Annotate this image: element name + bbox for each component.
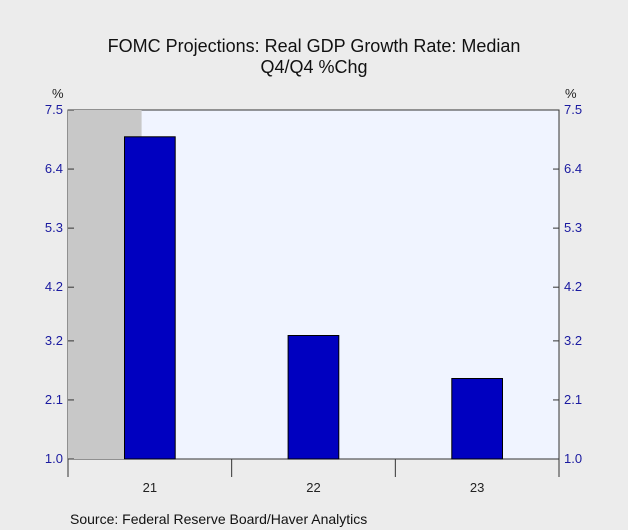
x-tick-label-22: 22 <box>306 480 320 495</box>
x-axis-ticks: 21 22 23 <box>67 459 560 495</box>
chart-title-line-1: FOMC Projections: Real GDP Growth Rate: … <box>108 36 521 56</box>
y-tick-label-right: 1.0 <box>564 451 582 466</box>
source-note: Source: Federal Reserve Board/Haver Anal… <box>70 511 367 527</box>
bar-22 <box>287 335 340 460</box>
y-tick-label-right: 6.4 <box>564 161 582 176</box>
x-tick-label-21: 21 <box>143 480 157 495</box>
bar-21 <box>124 136 176 460</box>
y-tick-label-left: 6.4 <box>45 161 63 176</box>
x-tick-label-23: 23 <box>470 480 484 495</box>
y-tick-label-left: 5.3 <box>45 220 63 235</box>
y-tick-label-left: 4.2 <box>45 279 63 294</box>
y-tick-label-left: 3.2 <box>45 333 63 348</box>
y-tick-label-left: 1.0 <box>45 451 63 466</box>
y-unit-right: % <box>565 86 577 101</box>
chart-title-line-2: Q4/Q4 %Chg <box>260 57 367 77</box>
y-tick-label-right: 5.3 <box>564 220 582 235</box>
y-tick-label-right: 7.5 <box>564 102 582 117</box>
bar-23 <box>451 378 503 460</box>
y-tick-label-left: 7.5 <box>45 102 63 117</box>
y-tick-label-right: 4.2 <box>564 279 582 294</box>
y-tick-label-right: 2.1 <box>564 392 582 407</box>
y-axis-ticks: 1.0 1.0 2.1 2.1 3.2 3.2 4.2 4.2 5.3 5.3 6.4 6.4 7.5 7… <box>45 102 582 466</box>
bars <box>124 136 503 460</box>
y-unit-left: % <box>52 86 64 101</box>
y-tick-label-right: 3.2 <box>564 333 582 348</box>
y-tick-label-left: 2.1 <box>45 392 63 407</box>
